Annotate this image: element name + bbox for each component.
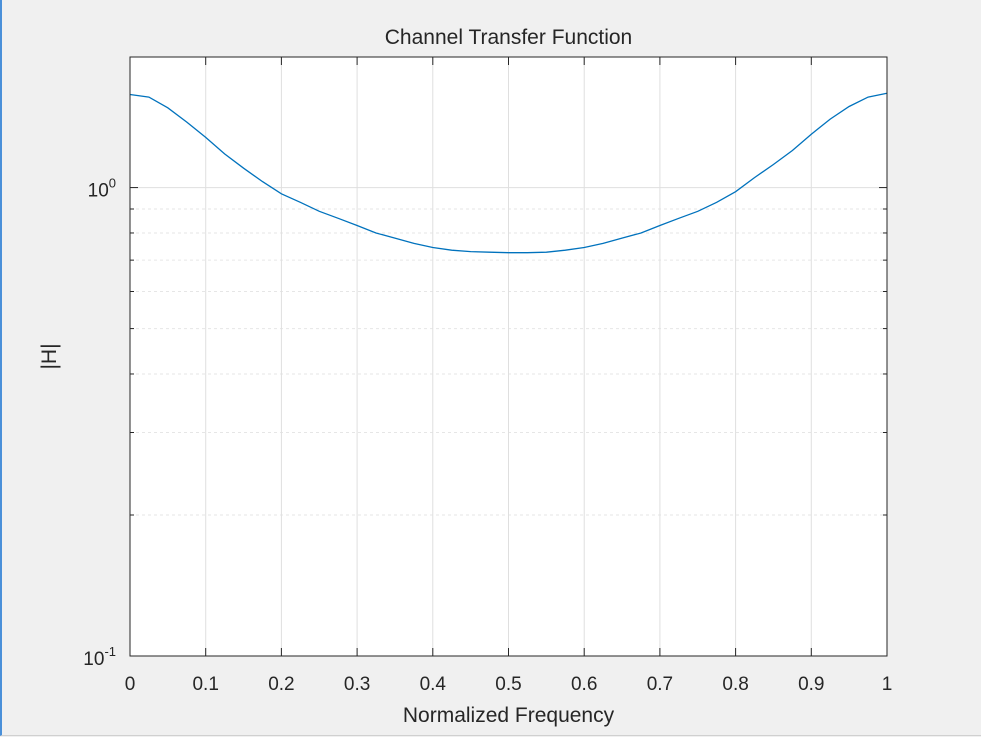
- x-axis-label: Normalized Frequency: [403, 704, 615, 727]
- y-tick-label: 10-1: [83, 644, 116, 670]
- major-gridlines: [130, 57, 887, 656]
- chart-title: Channel Transfer Function: [385, 26, 632, 49]
- y-tick-labels: 10-1 100: [83, 176, 116, 670]
- x-tick-label: 0.5: [495, 674, 521, 695]
- x-tick-label: 0.1: [192, 674, 218, 695]
- x-tick-label: 0.7: [647, 674, 673, 695]
- x-tick-label: 0.8: [722, 674, 748, 695]
- y-axis-label: |H|: [38, 343, 61, 369]
- series-line: [129, 92, 888, 254]
- x-tick-labels: 0 0.1 0.2 0.3 0.4 0.5 0.6 0.7 0.8 0.9 1: [125, 674, 893, 695]
- x-tick-label: 0.4: [420, 674, 447, 695]
- y-tick-label: 100: [88, 176, 116, 202]
- x-tick-label: 1: [882, 674, 893, 695]
- x-tick-label: 0.9: [798, 674, 824, 695]
- x-tick-label: 0.6: [571, 674, 597, 695]
- x-tick-label: 0.3: [344, 674, 370, 695]
- x-tick-label: 0.2: [268, 674, 294, 695]
- x-tick-label: 0: [125, 674, 136, 695]
- tick-marks: [129, 57, 888, 657]
